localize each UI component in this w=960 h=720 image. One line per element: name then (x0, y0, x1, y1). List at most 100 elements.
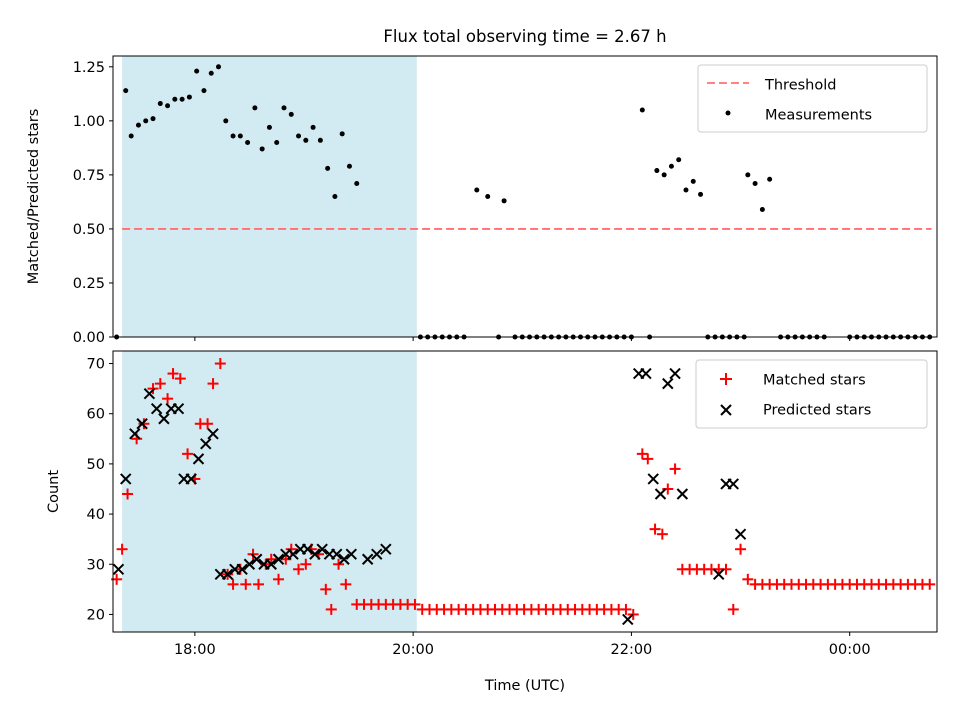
measurement-point (274, 139, 280, 145)
predicted-star-point (272, 553, 285, 565)
y-tick-label: 0.00 (73, 330, 105, 346)
measurement-point (474, 187, 480, 193)
top-panel: 0.00 0.25 0.50 0.75 1.00 1.25 Matched/Predict… (26, 55, 938, 346)
measurement-point (123, 88, 129, 94)
measurement-point (186, 94, 192, 100)
bottom-y-ticks: 20 30 40 50 60 70 (87, 357, 113, 623)
matched-star-point (656, 528, 668, 540)
y-tick-label: 50 (87, 457, 105, 473)
matched-star-point (182, 448, 194, 460)
measurement-point (668, 163, 674, 169)
legend-predicted-swatch (720, 404, 732, 416)
predicted-star-point (112, 563, 125, 575)
matched-star-point (253, 578, 265, 590)
predicted-star-point (158, 413, 170, 425)
measurement-point (317, 137, 323, 143)
predicted-star-point (236, 563, 248, 575)
measurement-point (676, 157, 682, 163)
matched-star-point (720, 563, 732, 575)
y-tick-label: 0.50 (73, 222, 105, 238)
predicted-star-point (734, 528, 747, 540)
measurement-point (767, 176, 773, 182)
predicted-stars-points (112, 367, 747, 626)
matched-star-point (742, 573, 754, 585)
measurement-point (296, 133, 302, 139)
matched-star-point (293, 563, 305, 575)
matched-star-point (240, 578, 252, 590)
measurement-point (237, 133, 243, 139)
matched-star-point (320, 583, 332, 595)
y-tick-label: 60 (87, 407, 105, 423)
matched-star-point (325, 603, 337, 615)
predicted-star-point (172, 402, 185, 415)
measurement-point (165, 103, 171, 109)
matched-star-point (300, 558, 312, 570)
matched-star-point (167, 368, 179, 380)
matched-star-point (620, 603, 632, 615)
predicted-star-point (150, 402, 163, 415)
measurement-point (288, 111, 294, 117)
predicted-star-point (143, 387, 156, 400)
matched-star-point (627, 608, 639, 620)
measurement-point (759, 206, 765, 212)
predicted-star-point (331, 548, 343, 560)
predicted-star-point (287, 548, 299, 560)
observing-span-shade-top (122, 56, 417, 337)
matched-star-point (116, 543, 128, 555)
bottom-legend-box (695, 359, 928, 429)
matched-star-point (669, 463, 681, 475)
predicted-star-point (676, 488, 689, 500)
x-tick-label: 00:00 (829, 642, 871, 658)
matched-star-point (162, 393, 174, 405)
measurement-point (303, 137, 309, 143)
x-axis-label: Time (UTC) (484, 678, 565, 694)
measurement-point (683, 187, 689, 193)
x-tick-label: 18:00 (174, 642, 216, 658)
matched-star-point (202, 418, 214, 430)
measurement-point (259, 146, 265, 152)
predicted-star-point (727, 478, 739, 490)
matched-stars-points (111, 358, 936, 620)
top-y-axis-label: Matched/Predicted stars (26, 109, 42, 285)
legend-matched-label: Matched stars (763, 373, 866, 389)
predicted-star-point (192, 453, 205, 465)
matched-star-point (333, 558, 345, 570)
predicted-star-point (338, 553, 350, 565)
measurement-point (354, 181, 360, 187)
predicted-star-point (136, 418, 148, 430)
measurement-point (346, 163, 352, 169)
predicted-star-point (200, 438, 212, 450)
top-x-ticks (194, 337, 851, 341)
measurement-point (654, 168, 660, 174)
measurement-point (150, 116, 156, 122)
matched-star-point (340, 578, 352, 590)
matched-star-point (924, 578, 936, 590)
predicted-star-point (316, 543, 328, 555)
predicted-star-point (622, 613, 634, 626)
predicted-star-point (669, 367, 681, 380)
measurement-point (157, 101, 163, 107)
legend-predicted-label: Predicted stars (763, 403, 871, 419)
observing-span-shade-bottom (122, 351, 417, 632)
legend-threshold-label: Threshold (764, 78, 836, 94)
matched-star-point (273, 573, 285, 585)
measurement-point (179, 96, 185, 102)
legend-measurements-label: Measurements (765, 108, 872, 124)
predicted-star-point (345, 548, 357, 560)
y-tick-label: 40 (87, 507, 105, 523)
legend-measurements-swatch (725, 110, 731, 116)
bottom-axes-frame (112, 350, 938, 633)
y-tick-label: 30 (87, 557, 105, 573)
predicted-star-point (250, 553, 263, 565)
y-tick-label: 20 (87, 607, 105, 623)
measurement-point (201, 88, 207, 94)
measurement-point (245, 139, 251, 145)
predicted-star-point (662, 377, 674, 390)
measurement-point (223, 118, 229, 124)
measurement-point (172, 96, 178, 102)
measurement-point (143, 118, 149, 124)
matched-star-point (409, 598, 421, 610)
measurement-point (230, 133, 236, 139)
